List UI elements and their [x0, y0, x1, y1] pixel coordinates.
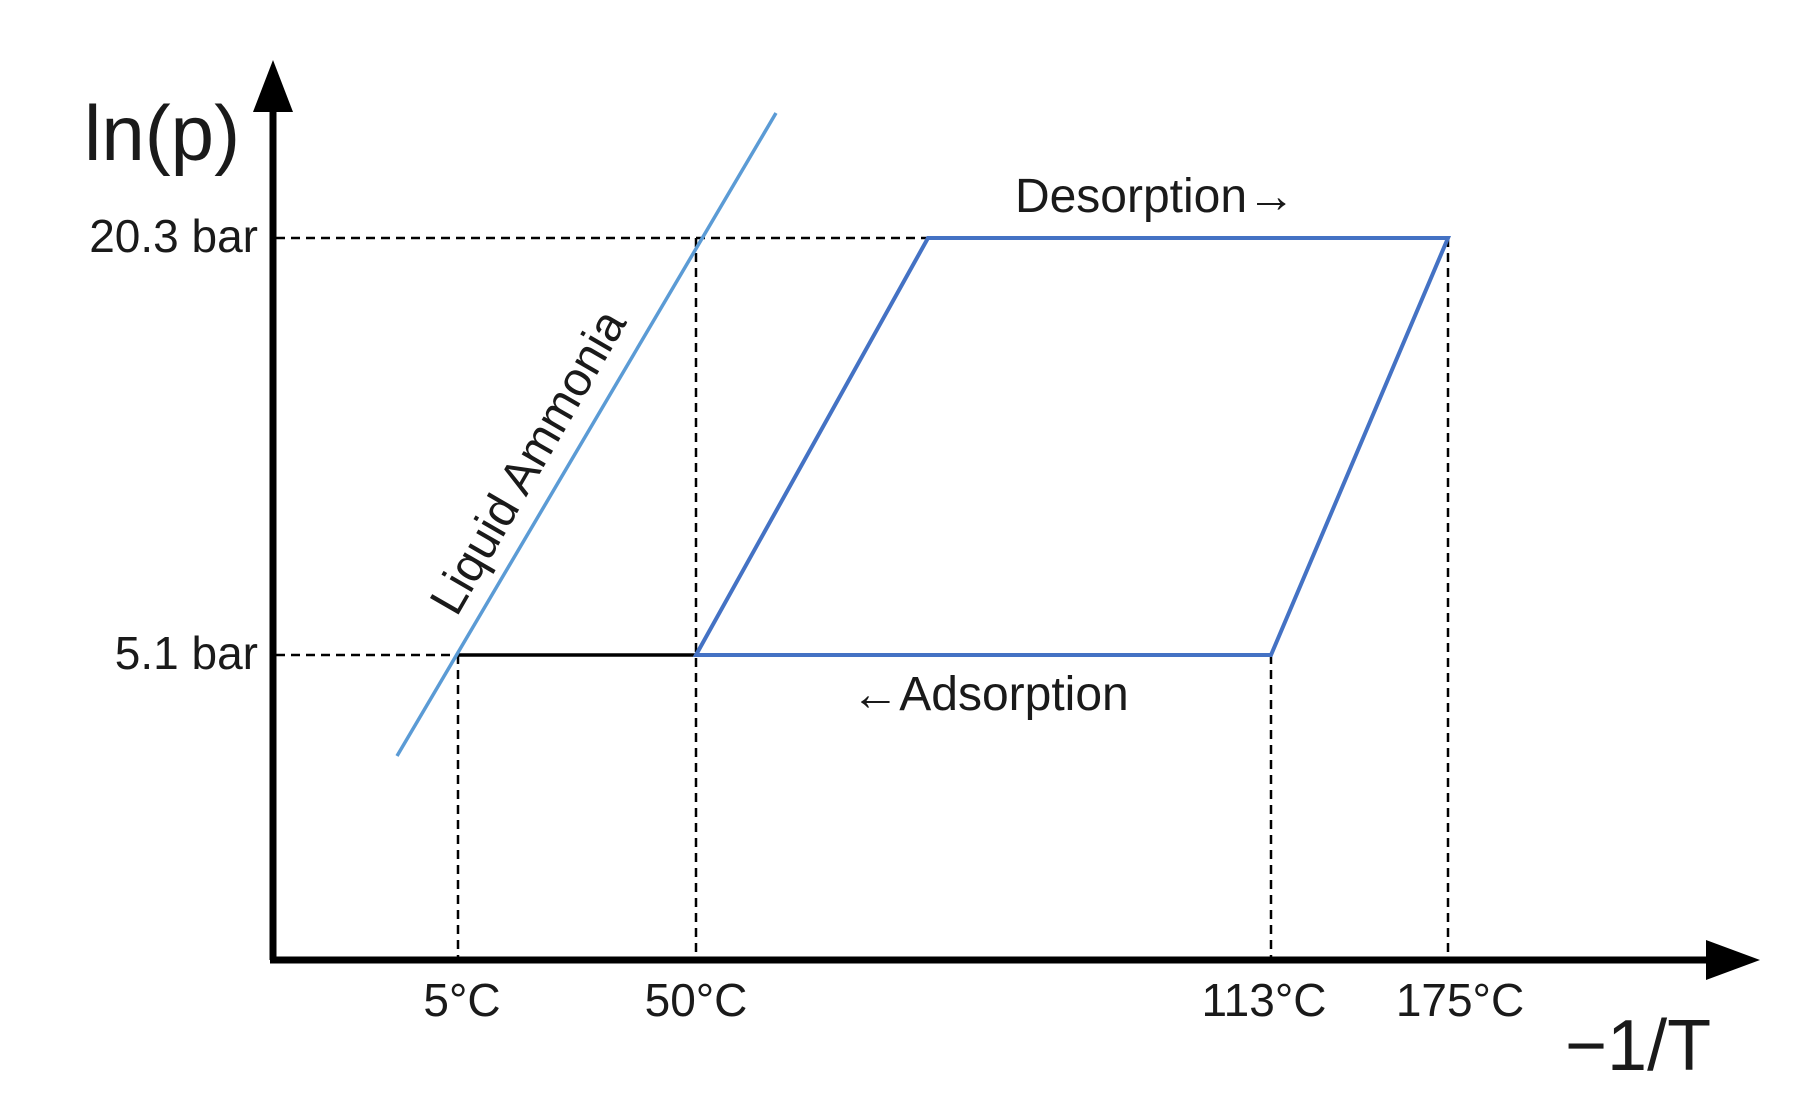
adsorption-cycle — [692, 236, 1452, 657]
temperature-label-175c: 175°C — [1396, 974, 1524, 1026]
y-axis-label: ln(p) — [84, 89, 240, 177]
temperature-label-50c: 50°C — [645, 974, 748, 1026]
y-axis-arrowhead — [253, 60, 293, 112]
temperature-label-113c: 113°C — [1202, 974, 1327, 1026]
liquid-ammonia-line — [395, 112, 778, 757]
x-axis-label: −1/T — [1565, 1006, 1711, 1086]
pressure-label-low: 5.1 bar — [115, 627, 258, 679]
adsorption-label: ←Adsorption — [851, 668, 1128, 721]
pressure-label-high: 20.3 bar — [89, 210, 258, 262]
x-axis-arrowhead — [1706, 940, 1760, 980]
liquid-ammonia-label: Liquid Ammonia — [420, 301, 637, 624]
temperature-label-5c: 5°C — [423, 974, 500, 1026]
desorption-label: Desorption→ — [1015, 170, 1295, 223]
